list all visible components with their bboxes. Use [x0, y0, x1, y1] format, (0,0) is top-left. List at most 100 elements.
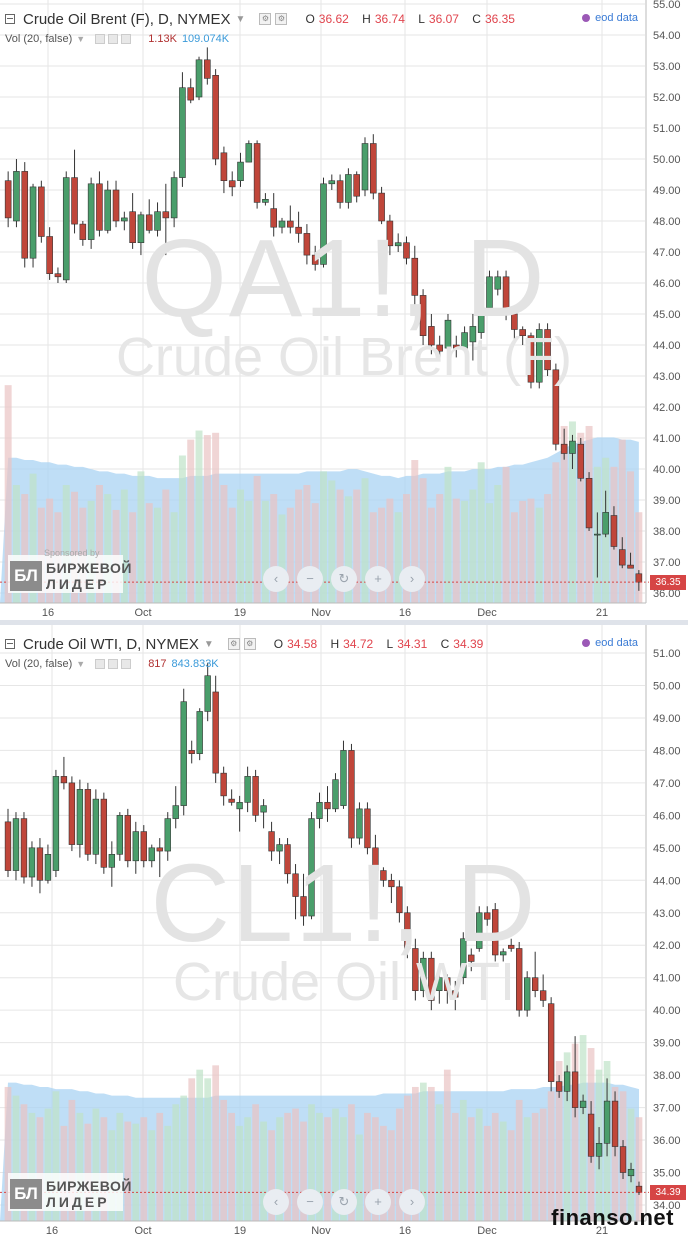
chevron-down-icon[interactable]: ▼ — [235, 13, 246, 25]
volume-bar — [412, 1086, 419, 1221]
reset-icon[interactable]: ↻ — [331, 566, 357, 592]
price-tick-label: 43.00 — [653, 371, 681, 383]
price-tick-label: 45.00 — [653, 843, 681, 855]
volume-bar — [527, 498, 535, 603]
volume-bar — [494, 484, 502, 603]
volume-bar — [87, 500, 95, 603]
zoom-out-icon[interactable]: − — [297, 1189, 323, 1215]
candle-body — [164, 818, 171, 852]
candle-body — [84, 789, 92, 855]
price-tick-label: 38.00 — [653, 1070, 681, 1082]
volume-bar — [245, 500, 253, 603]
settings-icon[interactable] — [108, 659, 119, 669]
candle-body — [87, 183, 95, 240]
eye-icon[interactable] — [95, 34, 106, 44]
volume-bar — [129, 512, 137, 603]
volume-bar — [295, 489, 303, 603]
wti-chart-panel[interactable]: 51.00 50.00 49.00 48.00 47.00 46.00 45.00 44.00… — [0, 625, 688, 1245]
volume-bar — [237, 489, 244, 603]
volume-bar — [284, 1112, 291, 1221]
candle-body — [121, 217, 128, 222]
volume-bar — [618, 439, 626, 603]
chevron-right-icon[interactable]: › — [399, 566, 425, 592]
candle-body — [500, 951, 507, 956]
candle-body — [245, 143, 253, 163]
candle-body — [260, 805, 267, 813]
volume-bar — [452, 498, 460, 603]
candle-body — [287, 220, 294, 228]
low-value: 34.31 — [397, 637, 428, 651]
volume-bar — [28, 1112, 36, 1221]
volume-bar — [427, 507, 435, 603]
zoom-out-icon[interactable]: − — [297, 566, 323, 592]
candle-body — [356, 808, 363, 839]
candle-body — [484, 912, 491, 920]
panel-divider[interactable] — [0, 620, 688, 625]
eod-indicator: eod data — [582, 12, 638, 24]
chevron-left-icon[interactable]: ‹ — [263, 566, 289, 592]
candle-body — [378, 192, 385, 222]
candle-body — [46, 236, 53, 275]
eye-icon[interactable] — [95, 659, 106, 669]
chart-nav-bar: ‹ − ↻ + › — [263, 566, 433, 592]
volume-label[interactable]: Vol (20, false) — [5, 33, 73, 45]
volume-bar — [535, 507, 543, 603]
zoom-in-icon[interactable]: + — [365, 1189, 391, 1215]
candle-body — [284, 844, 291, 875]
brent-chart-panel[interactable]: 55.00 54.00 53.00 52.00 51.00 50.00 49.00 48.00… — [0, 0, 688, 620]
sponsor-badge[interactable]: БЛ БИРЖЕВОЙ ЛИДЕР — [8, 1173, 131, 1211]
low-label: L — [386, 637, 394, 651]
volume-bar — [563, 1052, 571, 1221]
settings-icon[interactable] — [108, 34, 119, 44]
candle-body — [316, 802, 323, 819]
price-tick-label: 46.00 — [653, 810, 681, 822]
candle-body — [292, 873, 299, 897]
candle-body — [71, 177, 78, 225]
chart-title[interactable]: Crude Oil Brent (F), D, NYMEX — [23, 10, 231, 28]
price-tick-label: 39.00 — [653, 495, 681, 507]
chevron-left-icon[interactable]: ‹ — [263, 1189, 289, 1215]
candle-body — [336, 180, 344, 203]
chart-title[interactable]: Crude Oil WTI, D, NYMEX — [23, 635, 199, 653]
candle-body — [460, 938, 467, 979]
candle-body — [170, 177, 178, 219]
chevron-down-icon[interactable]: ▼ — [76, 659, 86, 669]
candle-body — [38, 186, 45, 237]
volume-bar — [100, 1117, 108, 1221]
close-icon[interactable] — [121, 659, 132, 669]
chevron-right-icon[interactable]: › — [399, 1189, 425, 1215]
chevron-down-icon[interactable]: ▼ — [76, 34, 86, 44]
candle-body — [12, 818, 20, 871]
volume-bar — [178, 455, 186, 603]
sponsor-badge[interactable]: Sponsored by БЛ БИРЖЕВОЙ ЛИДЕР — [8, 548, 131, 593]
volume-bars — [4, 1035, 643, 1221]
volume-label[interactable]: Vol (20, false) — [5, 658, 73, 670]
eod-label: eod data — [595, 12, 638, 24]
close-icon[interactable] — [121, 34, 132, 44]
volume-bar — [4, 385, 12, 603]
brent-chart-canvas[interactable]: 55.00 54.00 53.00 52.00 51.00 50.00 49.00 48.00… — [0, 0, 688, 620]
gear-icon[interactable]: ⚙ — [275, 13, 288, 25]
volume-bar — [300, 1121, 307, 1221]
ohlc-values: O 36.62 H 36.74 L 36.07 C 36.35 — [305, 12, 525, 26]
status-dot-icon — [582, 639, 591, 647]
settings-icon[interactable]: ⚙ — [227, 638, 240, 650]
eod-label: eod data — [595, 637, 638, 649]
collapse-icon[interactable] — [5, 639, 15, 649]
time-tick-label: 16 — [42, 607, 54, 619]
candle-body — [295, 226, 302, 234]
gear-icon[interactable]: ⚙ — [243, 638, 256, 650]
volume-bar — [172, 1104, 180, 1221]
volume-bar — [344, 496, 352, 603]
wti-chart-canvas[interactable]: 51.00 50.00 49.00 48.00 47.00 46.00 45.00 44.00… — [0, 625, 688, 1245]
candle-body — [308, 818, 315, 917]
collapse-icon[interactable] — [5, 14, 15, 24]
volume-bar — [140, 1117, 148, 1221]
zoom-in-icon[interactable]: + — [365, 566, 391, 592]
settings-icon[interactable]: ⚙ — [259, 13, 272, 25]
chevron-down-icon[interactable]: ▼ — [203, 638, 214, 650]
reset-icon[interactable]: ↻ — [331, 1189, 357, 1215]
candle-body — [492, 909, 499, 956]
candle-body — [539, 990, 547, 1001]
low-value: 36.07 — [428, 12, 459, 26]
